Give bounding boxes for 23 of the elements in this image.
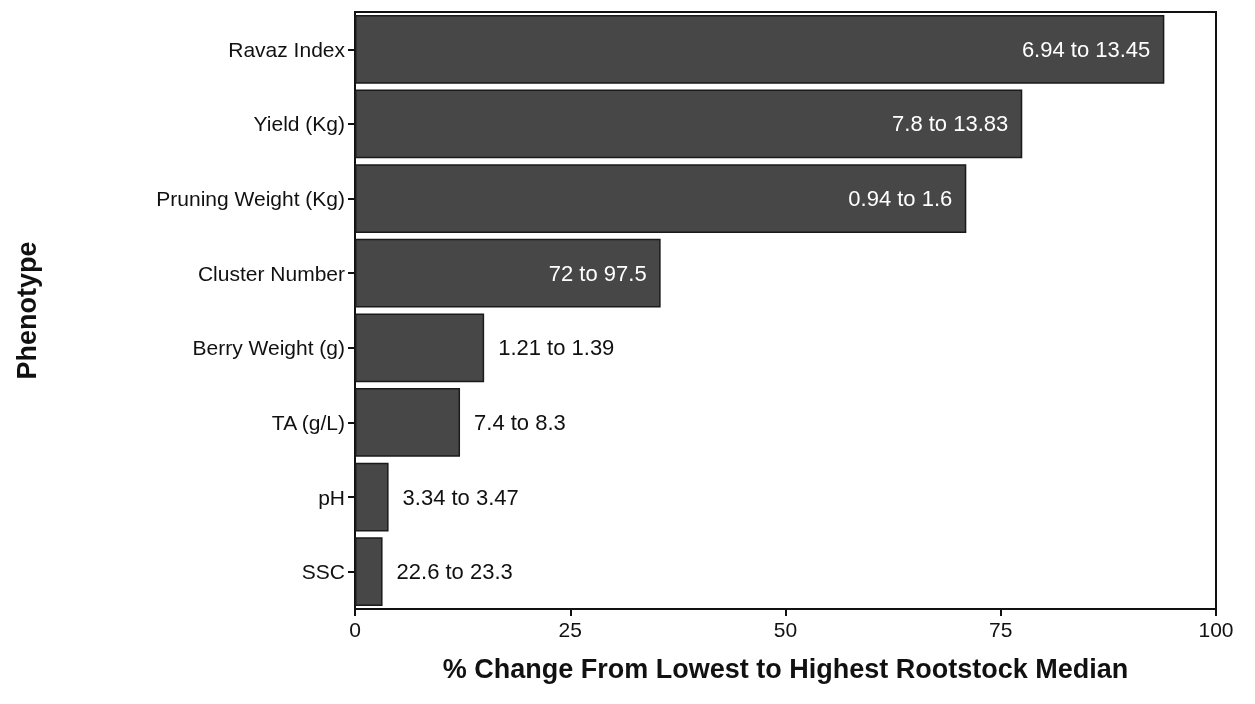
y-tick-label: Berry Weight (g) <box>192 336 345 360</box>
annotation: 1.21 to 1.39 <box>498 335 615 361</box>
annotation: 7.8 to 13.83 <box>892 111 1009 137</box>
annotation: 0.94 to 1.6 <box>848 186 953 212</box>
x-tick-label: 100 <box>1198 618 1234 641</box>
x-tick-label: 50 <box>773 618 798 641</box>
y-tick-label: Cluster Number <box>197 261 345 285</box>
x-tick-label: 0 <box>349 618 361 641</box>
y-tick-label: Pruning Weight (Kg) <box>156 187 345 211</box>
x-tick-label: 25 <box>558 618 582 641</box>
annotation: 7.4 to 8.3 <box>474 409 566 435</box>
annotation: 72 to 97.5 <box>548 260 647 286</box>
y-axis-title: Phenotype <box>11 241 42 380</box>
y-tick-label: SSC <box>301 560 345 584</box>
x-tick-label: 75 <box>989 618 1013 641</box>
annotation: 22.6 to 23.3 <box>396 559 513 585</box>
y-tick-label: pH <box>318 485 345 509</box>
y-tick-label: Yield (Kg) <box>253 112 345 136</box>
annotation: 6.94 to 13.45 <box>1021 36 1151 62</box>
x-axis-title: % Change From Lowest to Highest Rootstock Median <box>442 653 1129 684</box>
y-tick-label: Ravaz Index <box>228 37 346 61</box>
y-tick-label: TA (g/L) <box>271 410 345 434</box>
annotation: 3.34 to 3.47 <box>402 484 519 510</box>
